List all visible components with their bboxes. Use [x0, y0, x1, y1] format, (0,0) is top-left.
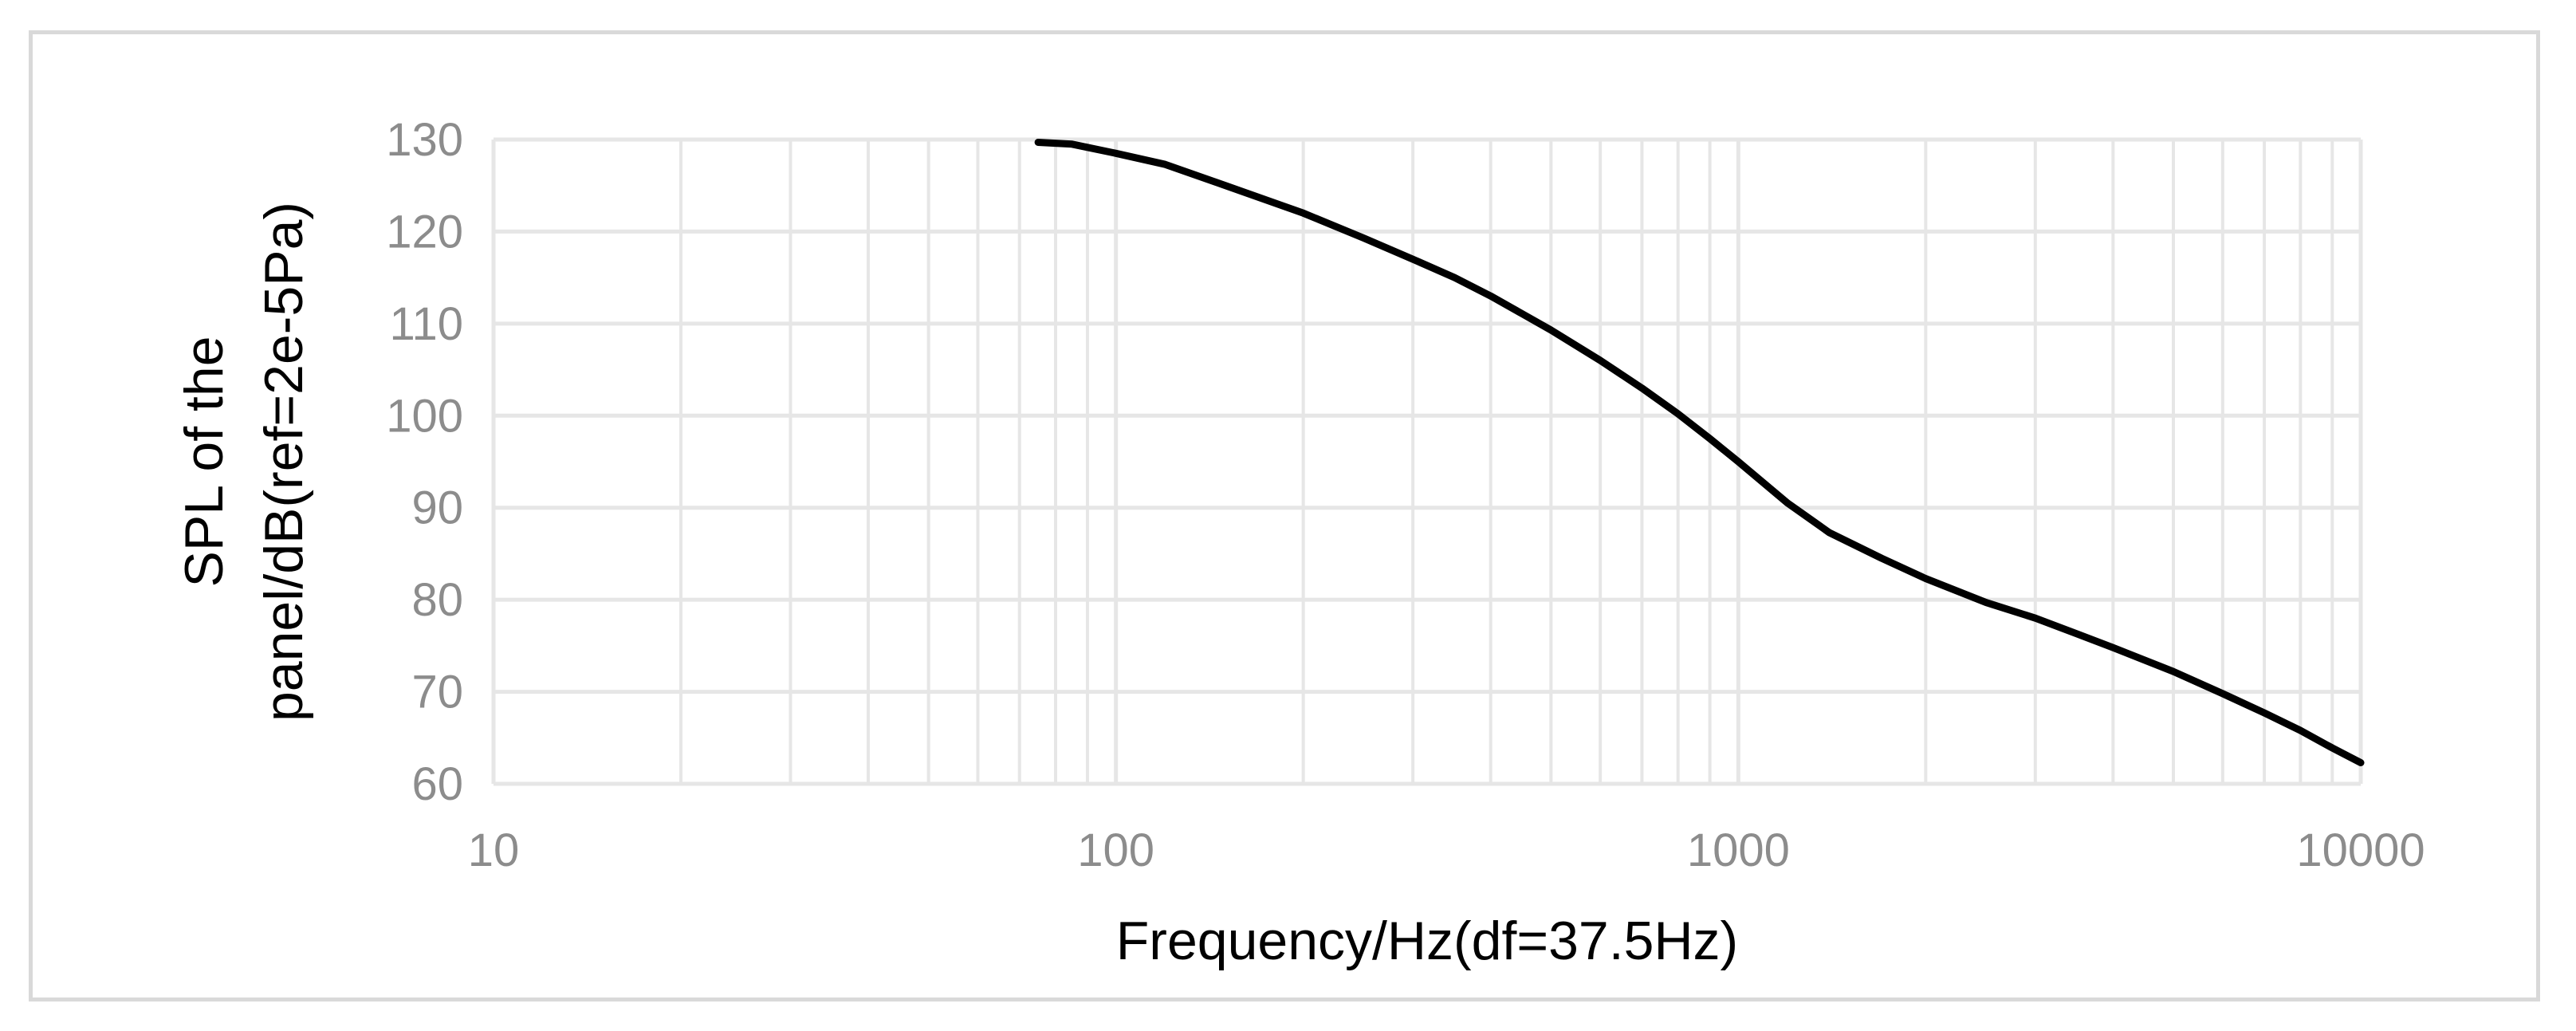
y-axis-title: SPL of the panel/dB(ref=2e-5Pa): [174, 202, 314, 722]
major-gridlines: [491, 137, 2363, 786]
y-tick-label-70: 70: [411, 667, 463, 718]
spl-series-line: [1034, 139, 2365, 766]
y-tick-label-130: 130: [386, 114, 463, 166]
y-tick-label-60: 60: [411, 758, 463, 810]
y-tick-label-80: 80: [411, 574, 463, 626]
y-tick-label-90: 90: [411, 482, 463, 534]
y-tick-labels: 60 70 80 90 100 110 120 130: [386, 114, 463, 810]
y-axis-title-line-1: SPL of the: [174, 336, 234, 587]
y-tick-label-100: 100: [386, 390, 463, 442]
minor-gridlines: [679, 140, 2334, 784]
x-tick-label-100: 100: [1077, 824, 1154, 876]
y-tick-label-110: 110: [390, 298, 463, 350]
x-tick-label-10000: 10000: [2296, 824, 2425, 876]
chart-frame: 60 70 80 90 100 110 120 130 10 100 1000 10000 Freq…: [29, 30, 2540, 1001]
x-axis-title: Frequency/Hz(df=37.5Hz): [1116, 911, 1738, 971]
y-axis-title-line-2: panel/dB(ref=2e-5Pa): [254, 202, 314, 722]
x-tick-label-10: 10: [468, 824, 520, 876]
x-tick-labels: 10 100 1000 10000: [468, 824, 2425, 876]
y-tick-label-120: 120: [386, 206, 463, 258]
x-tick-label-1000: 1000: [1687, 824, 1790, 876]
spl-line-chart: 60 70 80 90 100 110 120 130 10 100 1000 10000 Freq…: [174, 114, 2425, 971]
